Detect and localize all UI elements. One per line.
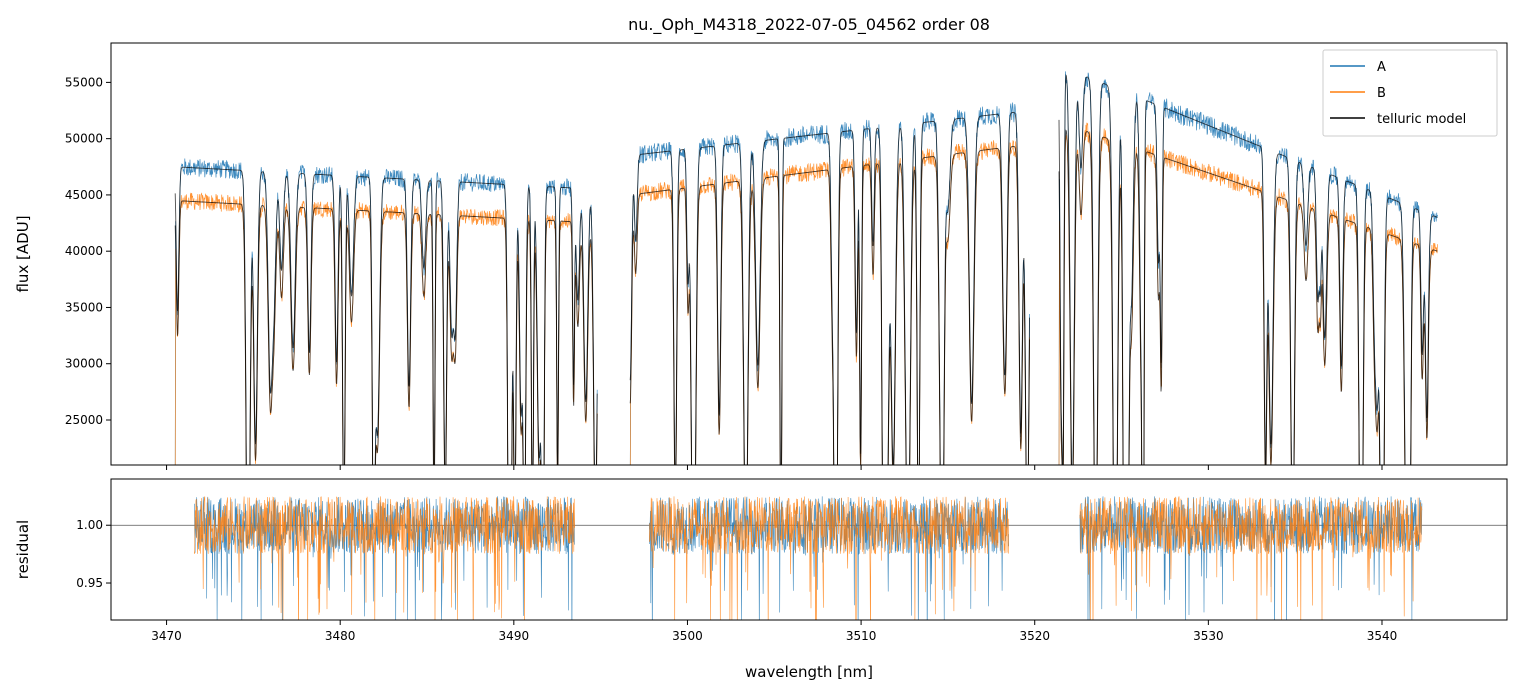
- telluric-model-line: [1058, 73, 1438, 465]
- top-series-group: [174, 71, 1438, 465]
- x-axis-label: wavelength [nm]: [745, 663, 873, 681]
- legend-label-telluric: telluric model: [1377, 112, 1466, 127]
- legend-box: [1322, 49, 1498, 137]
- bottom-x-tick-label: 3540: [1367, 629, 1398, 643]
- legend-label-a: A: [1377, 60, 1386, 75]
- series-a-line: [1058, 71, 1438, 465]
- series-b-line: [1058, 122, 1438, 465]
- top-x-ticks: [166, 465, 1383, 470]
- legend: A B telluric model: [1322, 49, 1498, 137]
- bottom-x-tick-label: 3530: [1193, 629, 1224, 643]
- bottom-panel: 0.95 1.00 3470 3480 3490 3500 3510 3520 3530 354…: [14, 478, 1508, 681]
- bottom-x-tick-label: 3520: [1019, 629, 1050, 643]
- top-y-axis-label: flux [ADU]: [14, 215, 32, 292]
- telluric-model-line: [174, 200, 598, 465]
- top-panel: 25000 30000 35000 40000 45000 50000 55000 flux…: [14, 42, 1508, 470]
- bottom-x-tick-label: 3490: [499, 629, 530, 643]
- legend-label-b: B: [1377, 86, 1386, 101]
- top-y-tick-label: 40000: [65, 244, 103, 258]
- top-y-tick-label: 55000: [65, 75, 103, 89]
- residual-b-line: [1079, 496, 1423, 620]
- top-y-tick-label: 35000: [65, 300, 103, 314]
- bottom-axes-frame: [110, 478, 1508, 621]
- bottom-y-axis-label: residual: [14, 520, 32, 579]
- bottom-y-ticks: 0.95 1.00: [76, 518, 111, 590]
- bottom-y-tick-label: 0.95: [76, 576, 103, 590]
- bottom-y-tick-label: 1.00: [76, 518, 103, 532]
- series-b-line: [629, 139, 1030, 465]
- top-y-ticks: 25000 30000 35000 40000 45000 50000 55000: [65, 75, 111, 427]
- telluric-model-line: [629, 145, 1030, 465]
- bottom-x-tick-label: 3470: [151, 629, 182, 643]
- bottom-series-group: [194, 496, 1423, 620]
- top-y-tick-label: 45000: [65, 188, 103, 202]
- top-y-tick-label: 25000: [65, 413, 103, 427]
- residual-b-line: [649, 496, 1009, 620]
- bottom-x-tick-label: 3480: [325, 629, 356, 643]
- telluric-model-line: [174, 166, 598, 465]
- top-y-tick-label: 50000: [65, 132, 103, 146]
- bottom-x-tick-label: 3500: [672, 629, 703, 643]
- series-a-line: [174, 158, 598, 465]
- residual-b-line: [194, 496, 575, 620]
- top-axes-frame: [110, 42, 1508, 466]
- telluric-model-line: [1058, 129, 1438, 465]
- top-y-tick-label: 30000: [65, 357, 103, 371]
- chart-title: nu._Oph_M4318_2022-07-05_04562 order 08: [628, 15, 990, 35]
- bottom-x-tick-label: 3510: [846, 629, 877, 643]
- bottom-x-ticks: 3470 3480 3490 3500 3510 3520 3530 3540: [151, 620, 1397, 643]
